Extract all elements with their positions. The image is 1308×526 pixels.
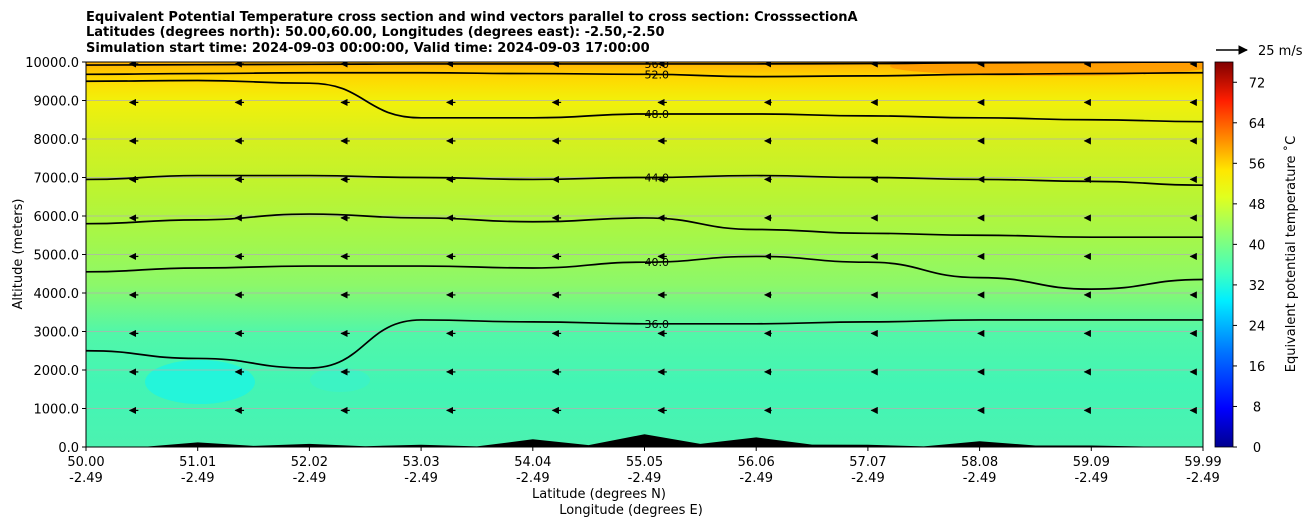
y-axis-label: Altitude (meters)	[11, 199, 26, 310]
contour-label-40: 40.0	[645, 256, 670, 269]
x-tick-label-lat: 55.05	[626, 455, 663, 470]
y-tick-label: 0.0	[58, 441, 79, 456]
x-tick-label-lat: 52.02	[291, 455, 328, 470]
x-tick-label-lat: 54.04	[514, 455, 551, 470]
high-theta-patch	[890, 62, 1203, 76]
terrain-silhouette	[86, 434, 1203, 447]
contour-label-36: 36.0	[645, 318, 670, 331]
x-tick-label-lat: 57.07	[849, 455, 886, 470]
colorbar-tick-label: 48	[1249, 198, 1266, 213]
y-tick-label: 1000.0	[34, 403, 80, 418]
colorbar-tick-label: 24	[1249, 319, 1266, 334]
x-tick-label-lon: -2.49	[739, 471, 773, 486]
y-tick-label: 5000.0	[34, 249, 80, 264]
x-tick-label-lat: 51.01	[179, 455, 216, 470]
colorbar-ticks: 0 8 16 24 32 40 48 56 64 72	[1233, 76, 1265, 456]
y-tick-label: 7000.0	[34, 172, 80, 187]
contour-label-56: 56.0	[645, 58, 670, 71]
x-tick-label-lon: -2.49	[851, 471, 885, 486]
contour-line-48	[86, 79, 1203, 123]
colorbar-tick-label: 16	[1249, 360, 1266, 375]
colorbar-tick-label: 40	[1249, 238, 1266, 253]
y-tick-label: 8000.0	[34, 133, 80, 148]
contour-line-36	[86, 319, 1203, 369]
y-tick-label: 9000.0	[34, 95, 80, 110]
colorbar-tick-label: 72	[1249, 76, 1266, 91]
contour-label-48: 48.0	[645, 108, 670, 121]
y-tick-label: 10000.0	[25, 56, 79, 71]
contour-line-56	[86, 62, 1203, 66]
colorbar	[1214, 61, 1234, 448]
x-tick-label-lon: -2.49	[516, 471, 550, 486]
wind-vectors	[128, 62, 1197, 415]
colorbar-tick-label: 8	[1253, 400, 1261, 415]
x-axis-label-latitude: Latitude (degrees N)	[532, 487, 666, 502]
colorbar-tick-label: 0	[1253, 441, 1261, 456]
x-tick-label-lon: -2.49	[293, 471, 327, 486]
field-patches	[145, 62, 1203, 404]
colorbar-tick-label: 64	[1249, 117, 1266, 132]
contour-line-44	[86, 174, 1203, 187]
y-tick-label: 6000.0	[34, 210, 80, 225]
contour-line-52	[86, 71, 1203, 78]
x-tick-label-lat: 56.06	[738, 455, 775, 470]
x-tick-label-lon: -2.49	[1074, 471, 1108, 486]
x-tick-label-lon: -2.49	[963, 471, 997, 486]
x-tick-label-lat: 59.09	[1073, 455, 1110, 470]
x-tick-label-lon: -2.49	[1186, 471, 1220, 486]
y-tick-label: 2000.0	[34, 364, 80, 379]
chart-title-line-1: Equivalent Potential Temperature cross s…	[86, 10, 858, 25]
y-tick-label: 4000.0	[34, 287, 80, 302]
colorbar-tick-label: 56	[1249, 157, 1266, 172]
colorbar-label: Equivalent potential temperature ˚C	[1283, 136, 1299, 372]
chart-title-line-3: Simulation start time: 2024-09-03 00:00:…	[86, 41, 650, 56]
x-tick-label-lat: 58.08	[961, 455, 998, 470]
quiver-key-label: 25 m/s	[1258, 44, 1303, 59]
x-tick-label-lon: -2.49	[628, 471, 662, 486]
contour-line-42	[86, 213, 1203, 239]
y-tick-label: 3000.0	[34, 326, 80, 341]
contour-label-44: 44.0	[645, 172, 670, 185]
low-theta-patch	[310, 368, 370, 392]
x-axis-label-longitude: Longitude (degrees E)	[559, 503, 703, 518]
x-tick-label-lat: 50.00	[67, 455, 104, 470]
y-axis: 0.0 1000.0 2000.0 3000.0 4000.0 5000.0 6000.0 7…	[25, 56, 86, 456]
contour-lines: 56.052.0 48.0 44.0 40.0 36.0	[86, 58, 1203, 369]
x-tick-label-lon: -2.49	[181, 471, 215, 486]
chart-title-line-2: Latitudes (degrees north): 50.00,60.00, …	[86, 25, 665, 40]
x-tick-label-lon: -2.49	[69, 471, 103, 486]
terrain	[86, 434, 1203, 447]
contour-line-40	[86, 255, 1203, 291]
x-tick-label-lat: 59.99	[1184, 455, 1221, 470]
x-axis: 50.00-2.4951.01-2.4952.02-2.4953.03-2.49…	[67, 447, 1222, 486]
x-tick-label-lon: -2.49	[404, 471, 438, 486]
colorbar-tick-label: 32	[1249, 279, 1266, 294]
x-tick-label-lat: 53.03	[402, 455, 439, 470]
low-theta-patch	[145, 360, 255, 404]
contour-label-52: 52.0	[645, 68, 670, 81]
